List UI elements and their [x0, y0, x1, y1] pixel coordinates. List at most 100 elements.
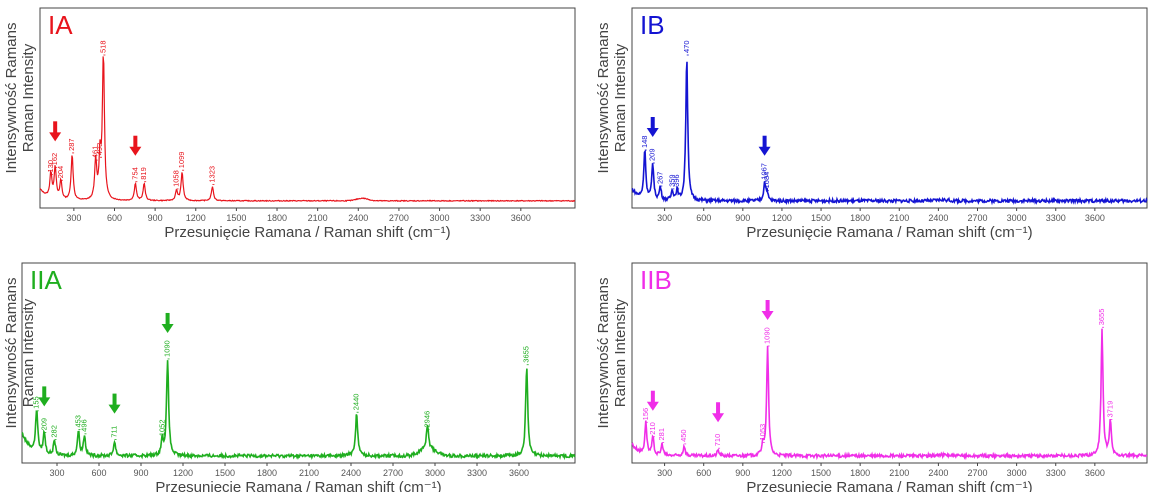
x-tick-label: 600: [696, 213, 711, 223]
peak-label: 2946: [422, 411, 431, 428]
x-tick-label: 3000: [1007, 468, 1027, 478]
y-axis-title: Intensywność Ramans: [595, 278, 612, 429]
x-tick-label: 1800: [257, 468, 277, 478]
panel-IB: IB 300 600 900 1200 1500 1800 2100 2400 2700 3000 3…: [595, 7, 1148, 241]
x-tick-label: 1500: [811, 213, 831, 223]
x-tick-label: 1800: [850, 468, 870, 478]
peak-label: 493: [95, 143, 104, 156]
peak-label: 518: [98, 40, 107, 53]
peak-label: 1053: [758, 424, 767, 441]
x-tick-label: 2700: [967, 213, 987, 223]
arrow-marker: [646, 117, 659, 137]
x-tick-label: 3600: [1085, 213, 1105, 223]
arrow-marker: [758, 135, 771, 156]
peak-label: 819: [139, 167, 148, 180]
arrow-marker: [712, 402, 725, 423]
peak-label: 162: [50, 153, 59, 166]
panel-IIA: IIA 300 600 900 1200 1500 1800 2100 2400 2700 3000…: [3, 262, 576, 492]
y-axis-title: Raman Intensity: [20, 298, 37, 407]
peak-label: 496: [79, 419, 88, 432]
x-tick-label: 3600: [1085, 468, 1105, 478]
y-axis-title: Raman Intensity: [612, 298, 629, 407]
x-tick-label: 2100: [889, 213, 909, 223]
arrow-marker: [49, 121, 62, 142]
x-tick-label: 3300: [467, 468, 487, 478]
x-tick-label: 600: [696, 468, 711, 478]
x-axis-title: Przesunięcie Ramana / Raman shift (cm⁻¹): [164, 224, 450, 241]
peak-label: 396: [672, 174, 681, 187]
peak-label: 3719: [1105, 401, 1114, 418]
panel-IIB: IIB 300 600 900 1200 1500 1800 2100 2400 2700 3000…: [595, 262, 1148, 492]
x-tick-label: 2100: [889, 468, 909, 478]
x-tick-label: 300: [657, 213, 672, 223]
x-tick-label: 900: [735, 468, 750, 478]
peak-label: 155: [32, 396, 41, 409]
peak-label: 453: [73, 415, 82, 428]
peak-label: 210: [648, 422, 657, 435]
peak-label: 710: [713, 434, 722, 447]
spectrum-line: [39, 56, 576, 203]
x-tick-label: 300: [657, 468, 672, 478]
peak-label: 282: [49, 425, 58, 438]
x-tick-label: 2100: [308, 213, 328, 223]
y-axis-title: Raman Intensity: [20, 43, 37, 152]
x-tick-label: 3300: [1046, 213, 1066, 223]
x-tick-label: 1800: [267, 213, 287, 223]
x-tick-label: 1500: [226, 213, 246, 223]
x-tick-label: 2700: [967, 468, 987, 478]
x-tick-label: 900: [133, 468, 148, 478]
y-axis-title: Intensywność Ramans: [3, 278, 20, 429]
peak-label: 281: [657, 428, 666, 441]
arrow-marker: [646, 390, 659, 411]
x-tick-label: 300: [49, 468, 64, 478]
peak-label: 209: [648, 148, 657, 161]
x-axis-title: Przesunięcie Ramana / Raman shift (cm⁻¹): [155, 479, 441, 492]
x-tick-label: 3000: [425, 468, 445, 478]
x-tick-label: 2400: [348, 213, 368, 223]
peak-label: 461: [91, 146, 100, 159]
panel-label: IIA: [30, 265, 62, 295]
x-tick-label: 900: [148, 213, 163, 223]
peak-label: 1090: [763, 327, 772, 344]
arrow-marker: [108, 393, 121, 414]
plot-frame: [39, 7, 576, 209]
x-tick-label: 1500: [215, 468, 235, 478]
peak-label: 148: [640, 136, 649, 149]
peak-label: 287: [67, 138, 76, 151]
peak-label: 1058: [172, 170, 181, 187]
peak-label: 267: [655, 172, 664, 185]
x-tick-label: 300: [66, 213, 81, 223]
panel-label: IA: [48, 10, 73, 40]
x-tick-label: 2700: [389, 213, 409, 223]
x-tick-label: 2100: [299, 468, 319, 478]
panel-label: IIB: [640, 265, 672, 295]
panel-label: IB: [640, 10, 665, 40]
x-tick-label: 2400: [928, 468, 948, 478]
spectrum-line: [631, 328, 1148, 461]
peak-label: 1052: [157, 419, 166, 436]
arrow-marker: [761, 300, 774, 320]
x-axis-title: Przesunięcie Ramana / Raman shift (cm⁻¹): [746, 224, 1032, 241]
x-tick-label: 1200: [173, 468, 193, 478]
peak-label: 754: [130, 167, 139, 180]
peak-label: 1099: [177, 152, 186, 169]
peak-label: 1090: [163, 340, 172, 357]
x-tick-label: 3300: [470, 213, 490, 223]
peak-label: 204: [56, 166, 65, 179]
peak-label: 209: [39, 418, 48, 431]
x-tick-label: 3000: [1007, 213, 1027, 223]
x-tick-label: 1200: [772, 213, 792, 223]
arrow-marker: [161, 312, 174, 333]
peak-label: 450: [679, 429, 688, 442]
plot-frame: [21, 262, 576, 464]
arrow-marker: [38, 386, 51, 407]
arrow-marker: [129, 135, 142, 156]
peak-label: 1084: [762, 172, 771, 189]
x-tick-label: 1500: [811, 468, 831, 478]
spectrum-line: [21, 360, 576, 461]
plot-frame: [631, 7, 1148, 209]
x-tick-label: 600: [91, 468, 106, 478]
peak-label: 1323: [207, 166, 216, 183]
peak-label: 711: [110, 426, 119, 438]
